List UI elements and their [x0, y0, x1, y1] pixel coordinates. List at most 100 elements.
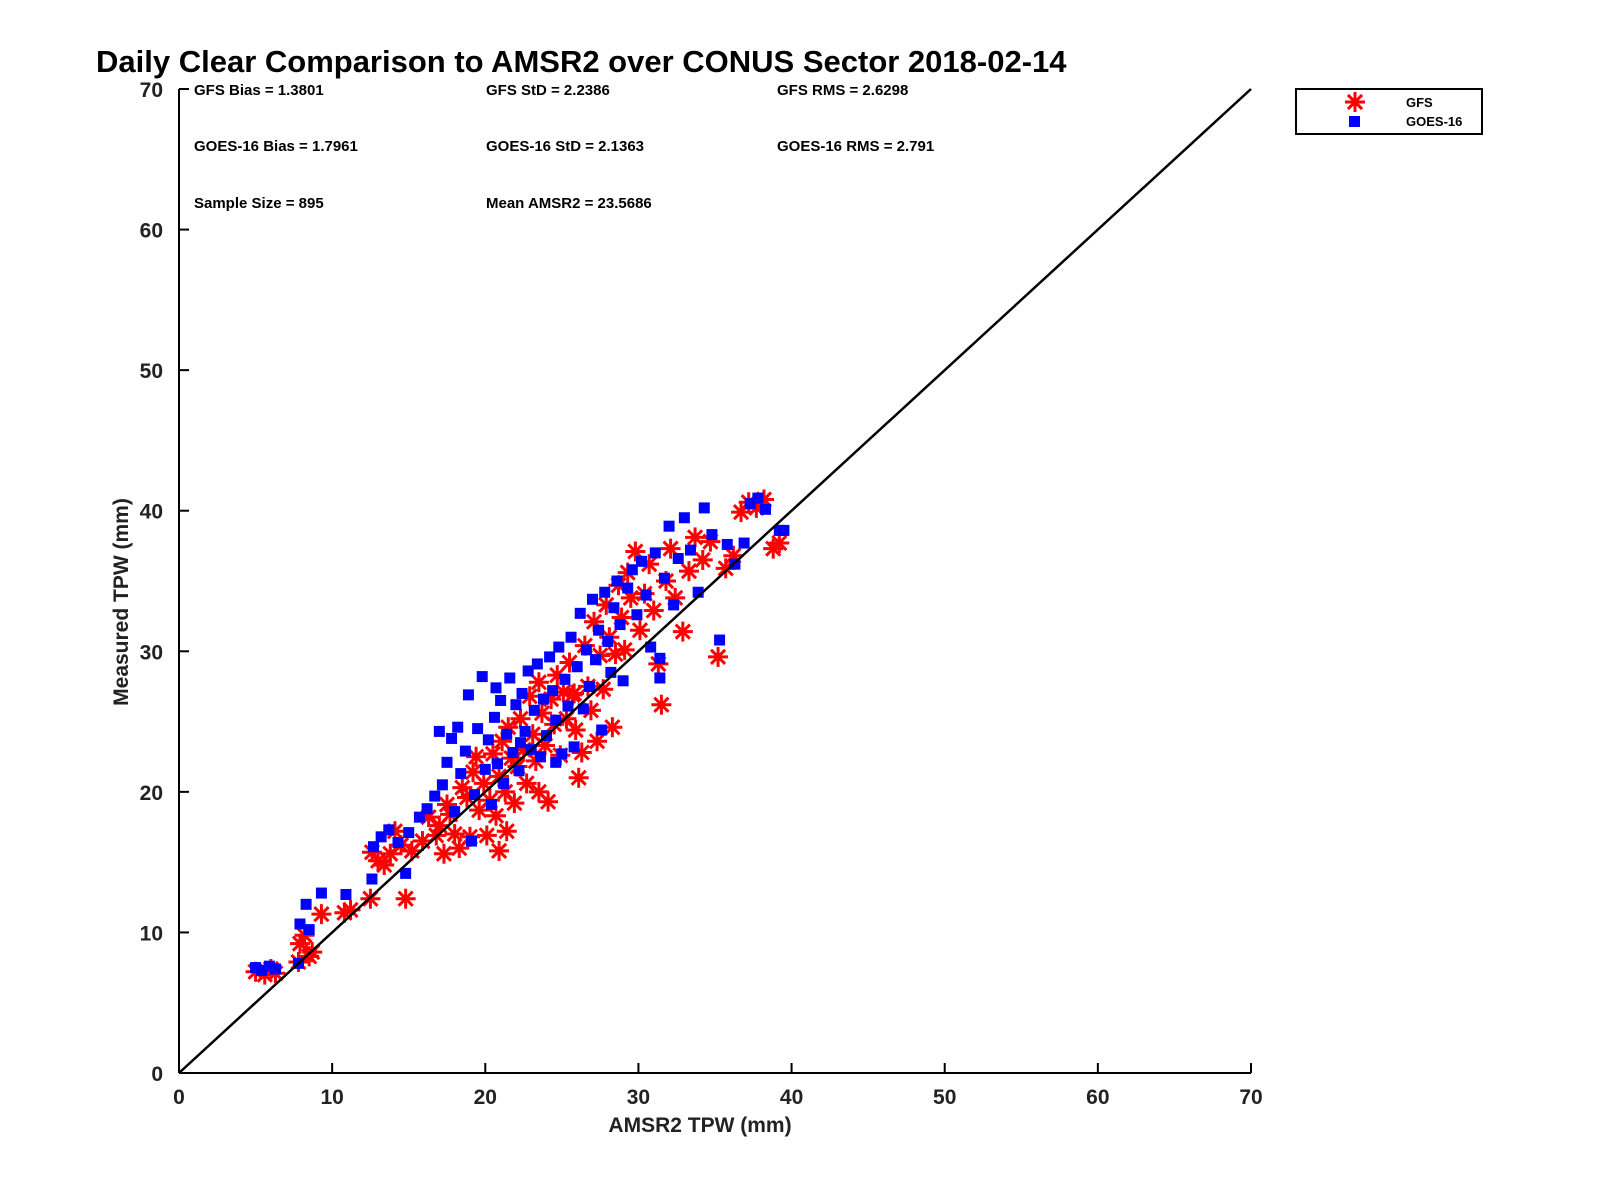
- gfs-point: [433, 843, 454, 864]
- goes16-point: [590, 654, 602, 666]
- goes16-point: [568, 741, 580, 753]
- x-tick-label: 60: [1086, 1086, 1109, 1109]
- gfs-point: [504, 793, 525, 814]
- goes16-point: [631, 609, 643, 621]
- legend-box: [1295, 88, 1483, 135]
- y-tick-label: 10: [140, 922, 163, 945]
- goes16-point: [559, 673, 571, 685]
- goes16-point: [608, 602, 620, 614]
- goes16-point: [571, 661, 583, 673]
- goes16-point: [663, 520, 675, 532]
- gfs-point: [643, 600, 664, 621]
- gfs-point: [708, 646, 729, 667]
- goes16-point: [565, 631, 577, 643]
- gfs-point: [516, 773, 537, 794]
- gfs-point: [651, 694, 672, 715]
- goes16-point: [778, 524, 790, 536]
- goes16-point: [472, 723, 484, 735]
- y-tick-label: 40: [140, 501, 163, 524]
- x-tick-label: 30: [627, 1086, 650, 1109]
- stat-gfs-bias: GFS Bias = 1.3801: [194, 82, 324, 99]
- gfs-point: [528, 672, 549, 693]
- goes16-point: [452, 721, 464, 733]
- goes16-point: [303, 924, 315, 936]
- stat-goes-bias: GOES-16 Bias = 1.7961: [194, 138, 358, 155]
- gfs-point: [510, 708, 531, 729]
- goes16-point: [400, 867, 412, 879]
- x-axis-label: AMSR2 TPW (mm): [608, 1114, 791, 1137]
- legend: GFS GOES-16: [1295, 88, 1483, 135]
- gfs-point: [466, 746, 487, 767]
- gfs-point: [568, 767, 589, 788]
- stats-annotations: GFS Bias = 1.3801 GFS StD = 2.2386 GFS R…: [194, 82, 934, 212]
- goes16-point: [760, 503, 772, 515]
- goes16-point: [479, 763, 491, 775]
- goes16-point: [635, 555, 647, 567]
- goes16-point: [580, 644, 592, 656]
- goes16-point: [602, 635, 614, 647]
- goes16-point: [586, 593, 598, 605]
- goes16-point: [501, 728, 513, 740]
- goes16-point: [698, 502, 710, 514]
- stat-gfs-std: GFS StD = 2.2386: [486, 82, 610, 99]
- gfs-point: [678, 561, 699, 582]
- goes16-point: [507, 746, 519, 758]
- goes16-point: [315, 887, 327, 899]
- goes16-point: [672, 553, 684, 565]
- x-tick-label: 40: [780, 1086, 803, 1109]
- goes16-point: [490, 682, 502, 694]
- goes16-point: [466, 835, 478, 847]
- goes16-point: [413, 811, 425, 823]
- y-tick-label: 60: [140, 220, 163, 243]
- gfs-point: [463, 762, 484, 783]
- goes16-point: [421, 803, 433, 815]
- stat-goes-rms: GOES-16 RMS = 2.791: [777, 138, 934, 155]
- gfs-point: [565, 720, 586, 741]
- goes16-point: [574, 607, 586, 619]
- y-tick-label: 0: [151, 1063, 163, 1086]
- goes16-point: [510, 699, 522, 711]
- y-tick-label: 30: [140, 641, 163, 664]
- x-tick-label: 20: [474, 1086, 497, 1109]
- goes16-point: [721, 538, 733, 550]
- goes16-point: [476, 671, 488, 683]
- goes16-point: [553, 641, 565, 653]
- legend-goes16-label: GOES-16: [1406, 114, 1462, 129]
- gfs-point: [380, 843, 401, 864]
- goes16-point: [596, 724, 608, 736]
- gfs-point: [672, 621, 693, 642]
- goes16-point: [550, 714, 562, 726]
- goes16-point: [528, 704, 540, 716]
- goes16-point: [640, 589, 652, 601]
- goes16-point: [485, 799, 497, 811]
- gfs-point: [685, 527, 706, 548]
- goes16-point: [392, 836, 404, 848]
- goes16-point: [488, 711, 500, 723]
- goes16-point: [403, 827, 415, 839]
- goes16-point: [515, 737, 527, 749]
- goes16-point: [550, 756, 562, 768]
- goes16-point: [441, 756, 453, 768]
- goes16-point: [375, 831, 387, 843]
- goes16-point: [340, 888, 352, 900]
- chart-title: Daily Clear Comparison to AMSR2 over CON…: [96, 44, 1067, 79]
- goes16-point: [513, 765, 525, 777]
- goes16-point: [294, 918, 306, 930]
- goes16-point: [250, 962, 262, 974]
- goes16-point: [519, 725, 531, 737]
- goes16-point: [654, 672, 666, 684]
- goes16-point: [649, 547, 661, 559]
- series-gfs: [245, 489, 790, 985]
- gfs-point: [395, 888, 416, 909]
- gfs-point: [629, 620, 650, 641]
- x-tick-label: 50: [933, 1086, 956, 1109]
- goes16-point: [645, 641, 657, 653]
- goes16-point: [263, 960, 275, 972]
- goes16-point: [611, 575, 623, 587]
- goes16-point: [504, 672, 516, 684]
- goes16-point: [367, 841, 379, 853]
- x-tick-label: 10: [320, 1086, 343, 1109]
- plot-area: 0 10 20 30 40 50 60 70 0 10 20 30 40 50 60 70: [140, 79, 1263, 1109]
- goes16-point: [614, 619, 626, 631]
